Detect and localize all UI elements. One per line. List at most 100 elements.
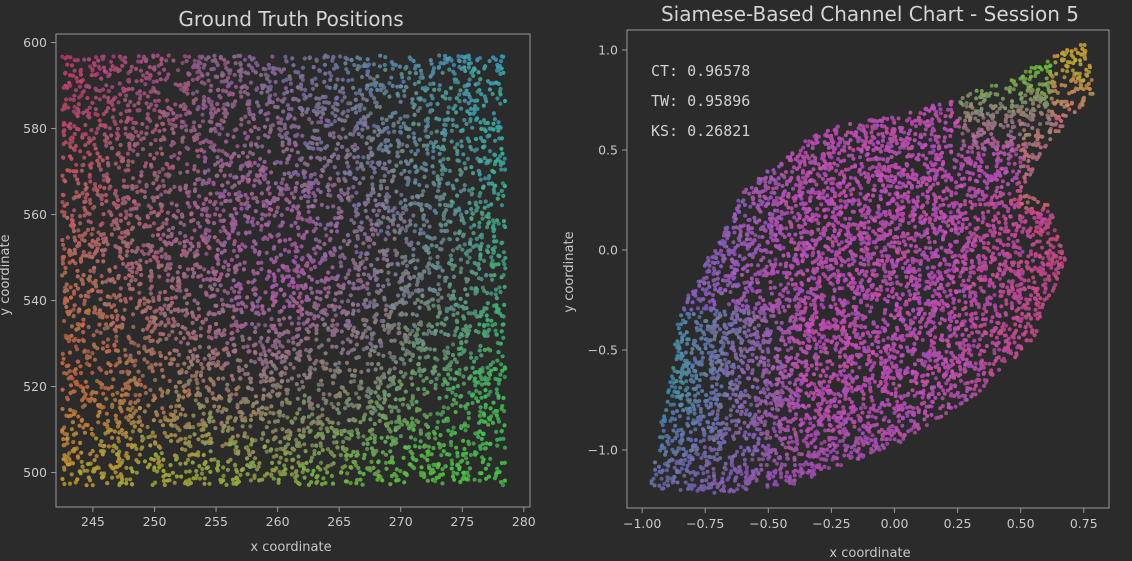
scatter-point — [352, 286, 357, 291]
scatter-point — [228, 173, 233, 178]
scatter-point — [400, 255, 405, 260]
scatter-point — [301, 92, 306, 97]
scatter-point — [377, 202, 382, 207]
scatter-point — [270, 123, 275, 128]
scatter-point — [215, 362, 221, 367]
scatter-point — [472, 477, 477, 482]
scatter-point — [377, 64, 382, 69]
scatter-point — [400, 148, 405, 154]
scatter-point — [415, 108, 421, 113]
scatter-point — [397, 386, 402, 391]
scatter-point — [236, 365, 241, 370]
scatter-point — [114, 194, 119, 199]
scatter-point — [362, 302, 367, 307]
scatter-point — [90, 226, 95, 232]
scatter-point — [434, 116, 439, 121]
scatter-point — [318, 444, 324, 449]
scatter-point — [246, 280, 251, 285]
scatter-point — [151, 221, 157, 226]
scatter-point — [248, 417, 254, 422]
scatter-point — [253, 310, 258, 315]
scatter-point — [252, 349, 258, 355]
scatter-point — [258, 110, 263, 115]
scatter-point — [355, 302, 361, 307]
scatter-point — [92, 265, 97, 271]
scatter-point — [189, 128, 194, 133]
scatter-point — [427, 270, 432, 275]
scatter-point — [194, 468, 199, 474]
scatter-point — [126, 244, 131, 249]
scatter-point — [214, 321, 219, 327]
scatter-point — [358, 420, 363, 425]
scatter-point — [330, 381, 336, 386]
scatter-point — [343, 464, 348, 469]
scatter-point — [463, 68, 468, 74]
scatter-point — [184, 301, 190, 306]
scatter-point — [176, 208, 181, 214]
scatter-point — [212, 277, 217, 282]
scatter-point — [105, 419, 111, 424]
scatter-point — [425, 300, 430, 305]
scatter-point — [488, 406, 493, 411]
scatter-point — [339, 264, 344, 269]
scatter-point — [370, 232, 376, 237]
scatter-point — [285, 415, 290, 420]
scatter-point — [283, 238, 288, 243]
scatter-point — [142, 296, 147, 301]
scatter-point — [463, 324, 468, 329]
scatter-point — [221, 465, 226, 470]
scatter-point — [478, 199, 483, 205]
scatter-point — [462, 183, 467, 188]
scatter-point — [106, 88, 111, 94]
scatter-point — [255, 199, 260, 204]
scatter-point — [101, 340, 106, 345]
scatter-point — [72, 93, 77, 98]
scatter-point — [141, 243, 146, 248]
scatter-point — [474, 355, 479, 361]
scatter-point — [402, 168, 407, 173]
scatter-point — [168, 404, 174, 409]
scatter-point — [119, 236, 124, 241]
scatter-point — [285, 442, 290, 447]
scatter-point — [69, 333, 74, 338]
scatter-point — [296, 125, 301, 130]
scatter-point — [223, 441, 228, 447]
scatter-point — [335, 407, 340, 412]
scatter-point — [240, 367, 245, 372]
scatter-point — [220, 73, 225, 78]
scatter-point — [269, 370, 274, 375]
scatter-point — [466, 442, 472, 447]
scatter-point — [267, 149, 272, 154]
scatter-point — [74, 75, 79, 81]
scatter-point — [402, 219, 407, 224]
scatter-point — [219, 297, 224, 302]
scatter-point — [289, 191, 294, 196]
scatter-point — [387, 94, 392, 99]
scatter-point — [72, 68, 77, 73]
scatter-point — [431, 287, 436, 292]
scatter-point — [383, 237, 388, 242]
scatter-point — [482, 258, 487, 263]
scatter-point — [71, 439, 76, 445]
scatter-point — [145, 424, 150, 430]
scatter-point — [459, 139, 464, 144]
scatter-point — [496, 419, 502, 424]
scatter-point — [89, 232, 94, 237]
scatter-point — [396, 425, 401, 430]
scatter-point — [438, 222, 443, 227]
scatter-point — [421, 342, 426, 347]
scatter-point — [352, 260, 357, 265]
scatter-point — [396, 326, 401, 331]
scatter-point — [278, 160, 283, 165]
scatter-point — [139, 446, 144, 451]
scatter-point — [398, 129, 403, 134]
scatter-point — [82, 155, 87, 160]
scatter-point — [437, 83, 442, 88]
scatter-point — [396, 144, 401, 149]
scatter-point — [466, 61, 471, 66]
scatter-point — [192, 329, 197, 334]
scatter-point — [198, 265, 203, 270]
scatter-point — [360, 482, 365, 487]
scatter-point — [332, 246, 337, 251]
scatter-point — [162, 127, 167, 132]
